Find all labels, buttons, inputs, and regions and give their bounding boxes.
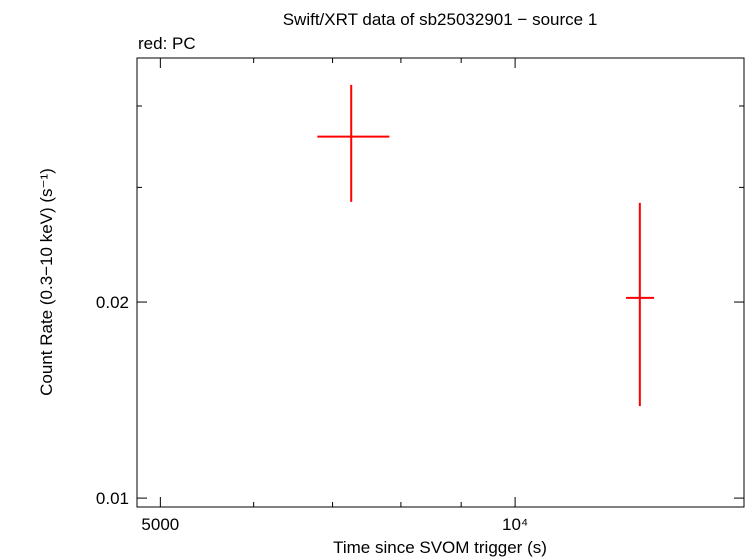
plot-frame — [136, 57, 745, 508]
x-tick-label: 10⁴ — [502, 515, 528, 534]
y-axis-label: Count Rate (0.3−10 keV) (s⁻¹) — [37, 168, 56, 396]
x-tick-label: 5000 — [141, 515, 179, 534]
y-tick-label: 0.02 — [96, 293, 129, 312]
x-axis-label: Time since SVOM trigger (s) — [333, 538, 547, 557]
y-tick-label: 0.01 — [96, 489, 129, 508]
chart-title: Swift/XRT data of sb25032901 − source 1 — [283, 10, 598, 29]
legend-text: red: PC — [138, 34, 196, 53]
